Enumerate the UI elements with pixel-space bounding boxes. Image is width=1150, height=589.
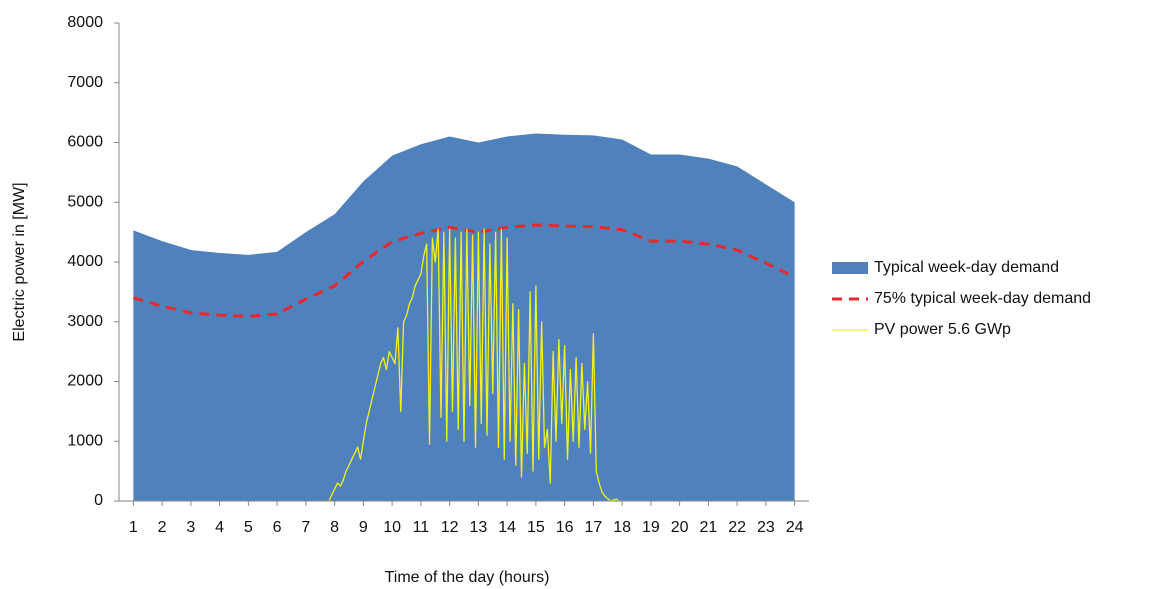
x-tick-label: 16	[556, 519, 574, 536]
x-tick-label: 24	[786, 519, 804, 536]
legend-label: 75% typical week-day demand	[874, 290, 1091, 307]
y-tick-label: 5000	[67, 193, 103, 210]
x-tick-label: 12	[441, 519, 459, 536]
x-tick-label: 15	[527, 519, 545, 536]
y-tick-label: 4000	[67, 253, 103, 270]
x-tick-label: 1	[129, 519, 138, 536]
x-tick-label: 20	[671, 519, 689, 536]
x-tick-label: 7	[301, 519, 310, 536]
x-tick-label: 21	[699, 519, 717, 536]
y-tick-label: 3000	[67, 313, 103, 330]
x-tick-label: 18	[613, 519, 631, 536]
area	[133, 133, 795, 501]
legend-label: Typical week-day demand	[874, 259, 1059, 276]
x-tick-label: 19	[642, 519, 660, 536]
x-tick-label: 4	[215, 519, 224, 536]
x-tick-label: 6	[273, 519, 282, 536]
x-tick-label: 5	[244, 519, 253, 536]
x-axis-title: Time of the day (hours)	[385, 569, 550, 586]
x-tick-label: 10	[383, 519, 401, 536]
x-tick-label: 3	[186, 519, 195, 536]
y-tick-label: 0	[94, 492, 103, 509]
legend-swatch	[832, 262, 868, 274]
x-tick-label: 8	[330, 519, 339, 536]
line	[323, 228, 623, 502]
x-tick-label: 9	[359, 519, 368, 536]
legend-label: PV power 5.6 GWp	[874, 321, 1011, 338]
x-tick-label: 11	[413, 519, 430, 536]
y-tick-label: 8000	[67, 14, 103, 31]
x-tick-label: 23	[757, 519, 775, 536]
y-tick-label: 2000	[67, 373, 103, 390]
y-tick-label: 1000	[67, 432, 103, 449]
x-tick-label: 2	[158, 519, 167, 536]
x-tick-label: 13	[469, 519, 487, 536]
y-tick-label: 7000	[67, 74, 103, 91]
x-tick-label: 17	[584, 519, 602, 536]
x-tick-label: 14	[498, 519, 516, 536]
line	[132, 223, 796, 318]
y-axis-title: Electric power in [MW]	[11, 182, 28, 341]
y-tick-label: 6000	[67, 134, 103, 151]
x-tick-label: 22	[728, 519, 746, 536]
